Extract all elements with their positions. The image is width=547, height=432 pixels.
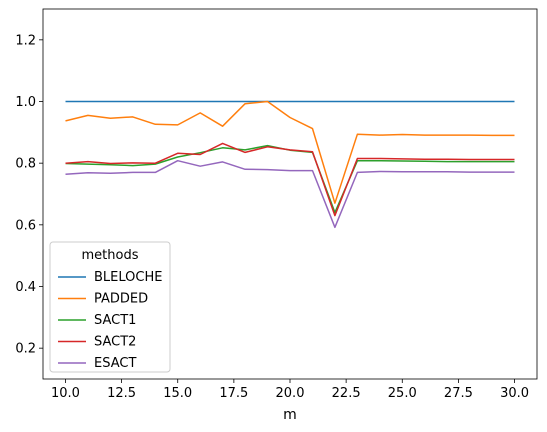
legend-label-padded: PADDED	[94, 292, 148, 307]
x-tick-label: 30.0	[500, 386, 529, 401]
x-tick-label: 20.0	[276, 386, 305, 401]
y-tick-label: 0.4	[15, 280, 36, 295]
y-tick-label: 1.2	[15, 33, 36, 48]
series-line-sact2	[65, 142, 515, 217]
legend-title: methods	[82, 248, 139, 263]
x-tick-label: 10.0	[51, 386, 80, 401]
series-line-sact1	[65, 144, 515, 214]
series-layer	[65, 100, 515, 229]
legend-label-esact: ESACT	[94, 356, 136, 371]
y-axis: 0.2 0.4 0.6 0.8 1.0 1.2	[15, 33, 43, 357]
x-tick-label: 22.5	[332, 386, 361, 401]
legend-label-sact1: SACT1	[94, 313, 136, 328]
legend-label-sact2: SACT2	[94, 335, 136, 350]
y-tick-label: 0.2	[15, 342, 36, 357]
legend-box	[49, 241, 171, 373]
x-axis: 10.0 12.5 15.0 17.5 20.0 22.5 25.0 27.5 30.0	[51, 379, 529, 401]
legend: methods BLELOCHE PADDED SACT1 SACT2 ESACT	[49, 241, 171, 373]
y-tick-label: 0.8	[15, 157, 36, 172]
legend-label-bleloche: BLELOCHE	[94, 270, 162, 285]
x-tick-label: 12.5	[107, 386, 136, 401]
x-tick-label: 15.0	[163, 386, 192, 401]
series-line-esact	[65, 159, 515, 229]
y-tick-label: 0.6	[15, 218, 36, 233]
series-line-padded	[65, 100, 515, 204]
x-tick-label: 27.5	[444, 386, 473, 401]
x-axis-label: m	[283, 407, 297, 423]
x-tick-label: 17.5	[219, 386, 248, 401]
legend-items: BLELOCHE PADDED SACT1 SACT2 ESACT	[58, 270, 162, 371]
x-tick-label: 25.0	[388, 386, 417, 401]
y-tick-label: 1.0	[15, 95, 36, 110]
